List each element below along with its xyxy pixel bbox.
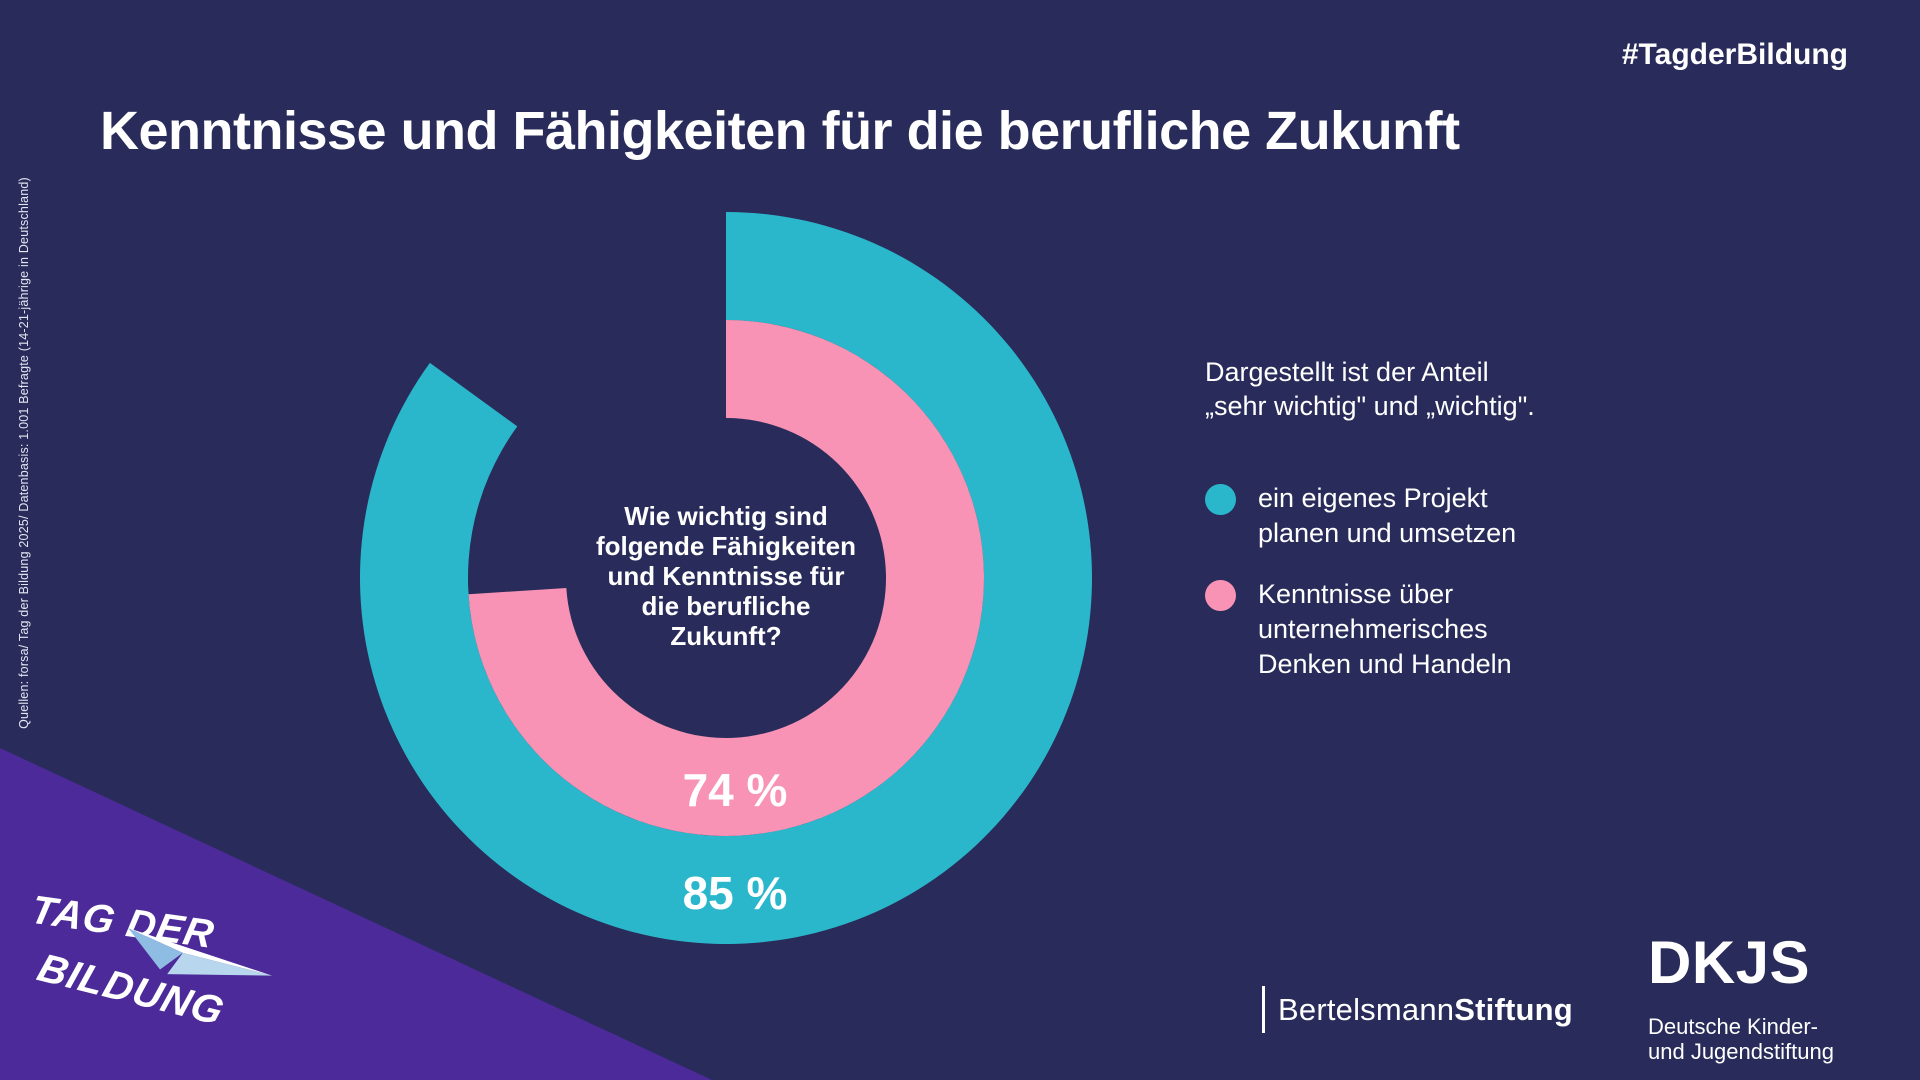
donut-center-question: Wie wichtig sind folgende Fähigkeiten un…	[595, 501, 857, 651]
legend-dot-pink	[1205, 580, 1236, 611]
paper-plane-icon	[128, 927, 273, 976]
bertelsmann-logo-text-bold: Stiftung	[1454, 991, 1573, 1027]
donut-value-label-inner: 74 %	[683, 764, 788, 816]
bertelsmann-logo-text-regular: Bertelsmann	[1278, 991, 1455, 1027]
donut-value-label-outer: 85 %	[683, 867, 788, 919]
legend-item-label: Kenntnisse über unternehmerisches Denken…	[1258, 579, 1512, 679]
legend: Dargestellt ist der Anteil „sehr wichtig…	[1205, 355, 1785, 708]
legend-item-projekt: ein eigenes Projekt planen und umsetzen	[1205, 481, 1785, 551]
tag-der-bildung-logo: TAG DER BILDUNG	[27, 870, 310, 1080]
bertelsmann-logo-text: BertelsmannStiftung	[1278, 992, 1573, 1028]
legend-item-kenntnisse: Kenntnisse über unternehmerisches Denken…	[1205, 577, 1785, 682]
donut-segment-outer	[359, 212, 1092, 945]
bertelsmann-stiftung-logo: BertelsmannStiftung	[1262, 986, 1573, 1033]
dkjs-logo: DKJS Deutsche Kinder- und Jugendstiftung	[1648, 929, 1834, 1065]
legend-dot-teal	[1205, 484, 1236, 515]
hashtag: #TagderBildung	[1621, 38, 1848, 71]
donut-segment-inner	[468, 320, 985, 836]
page-title: Kenntnisse und Fähigkeiten für die beruf…	[100, 101, 1460, 161]
legend-item-label: ein eigenes Projekt planen und umsetzen	[1258, 483, 1517, 548]
donut-chart: 85 % 74 %	[359, 212, 1092, 945]
dkjs-wordmark: DKJS	[1648, 929, 1811, 996]
dkjs-subtitle: Deutsche Kinder- und Jugendstiftung	[1648, 1014, 1834, 1064]
source-note: Quellen: forsa/ Tag der Bildung 2025/ Da…	[17, 177, 31, 729]
legend-intro: Dargestellt ist der Anteil „sehr wichtig…	[1205, 357, 1535, 421]
bertelsmann-logo-bar	[1262, 986, 1265, 1033]
